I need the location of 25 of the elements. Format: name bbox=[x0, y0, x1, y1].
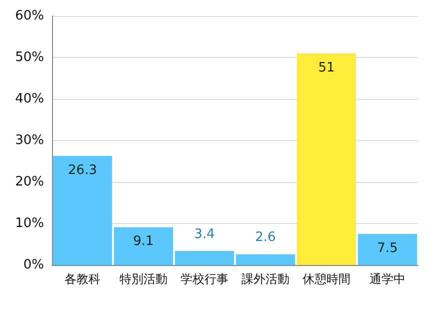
data-label: 7.5 bbox=[377, 240, 398, 256]
y-tick-label: 40% bbox=[15, 92, 44, 106]
data-label: 3.4 bbox=[194, 226, 215, 242]
data-label: 2.6 bbox=[255, 230, 276, 246]
data-label: 51 bbox=[318, 60, 335, 76]
bar bbox=[174, 250, 234, 265]
x-tick-label: 学校行事 bbox=[180, 272, 228, 286]
data-label: 26.3 bbox=[68, 162, 97, 178]
x-tick-label: 休憩時間 bbox=[302, 272, 350, 286]
bar bbox=[358, 234, 418, 265]
bar bbox=[236, 254, 296, 265]
bar bbox=[296, 53, 356, 265]
bar bbox=[52, 156, 112, 265]
y-tick-label: 20% bbox=[15, 174, 44, 190]
bar bbox=[114, 227, 174, 265]
x-tick-label: 特別活動 bbox=[120, 272, 168, 286]
x-tick-label: 各教科 bbox=[64, 272, 100, 286]
data-label: 9.1 bbox=[133, 234, 154, 250]
y-tick-label: 30% bbox=[15, 133, 44, 148]
y-tick-label: 50% bbox=[15, 50, 44, 65]
x-tick-label: 課外活動 bbox=[242, 272, 290, 286]
y-tick-label: 60% bbox=[15, 8, 44, 24]
y-tick-label: 0% bbox=[23, 258, 44, 272]
x-tick-label: 通学中 bbox=[370, 272, 406, 286]
y-tick-label: 10% bbox=[15, 216, 44, 231]
